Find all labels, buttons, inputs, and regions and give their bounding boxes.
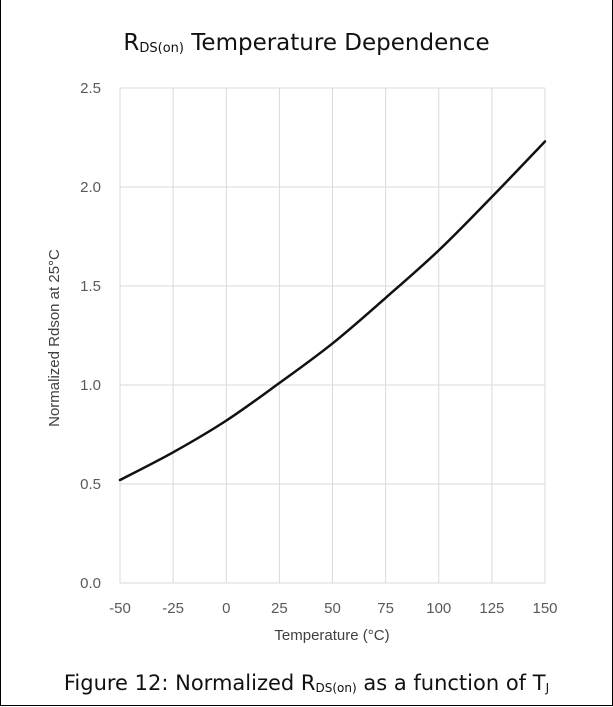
caption-sub-ds-on: DS(on)	[315, 681, 357, 695]
x-tick-label: -25	[162, 600, 184, 617]
x-tick-label: 75	[377, 600, 394, 617]
series-group	[118, 140, 547, 482]
x-axis-label: Temperature (°C)	[274, 627, 389, 644]
y-tick-label: 1.5	[80, 278, 101, 295]
y-tick-label: 0.0	[80, 575, 101, 592]
grid-lines	[119, 87, 546, 584]
chart-title: RDS(on) Temperature Dependence	[0, 30, 613, 56]
title-rest: Temperature Dependence	[183, 30, 490, 56]
y-tick-label: 2.5	[80, 80, 101, 97]
title-main: R	[123, 30, 140, 56]
caption-prefix: Figure 12: Normalized R	[63, 671, 316, 695]
x-tick-label: 100	[426, 600, 451, 617]
title-subscript: DS(on)	[139, 41, 184, 56]
rdson-curve	[118, 140, 547, 482]
caption-sub-j: J	[545, 681, 550, 695]
x-tick-label: 25	[271, 600, 288, 617]
tick-labels: -50 -25 0 25 50 75 100 125 150 0.0 0.5 1.0 1.5 2.0 2.5	[80, 80, 557, 617]
figure-caption: Figure 12: Normalized RDS(on) as a funct…	[0, 671, 613, 695]
caption-middle: as a function of T	[356, 671, 546, 695]
x-tick-label: 50	[324, 600, 341, 617]
x-tick-label: -50	[109, 600, 131, 617]
y-tick-label: 1.0	[80, 377, 101, 394]
y-axis-label: Normalized Rdson at 25°C	[46, 249, 63, 427]
x-tick-label: 0	[222, 600, 230, 617]
x-tick-label: 150	[532, 600, 557, 617]
x-tick-label: 125	[479, 600, 504, 617]
y-tick-label: 2.0	[80, 179, 101, 196]
y-tick-label: 0.5	[80, 476, 101, 493]
